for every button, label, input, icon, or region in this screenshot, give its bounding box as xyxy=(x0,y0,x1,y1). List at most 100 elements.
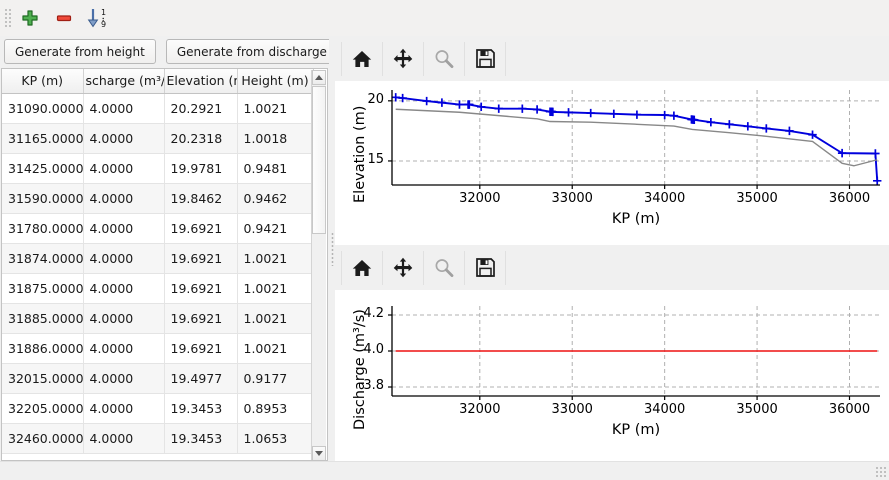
home-icon[interactable] xyxy=(341,250,383,285)
table-row[interactable]: 31425.0000 4.0000 19.9781 0.9481 xyxy=(2,153,314,184)
table-row[interactable]: 31090.0000 4.0000 20.2921 1.0021 xyxy=(2,93,314,124)
table-cell[interactable]: 32205.0000 xyxy=(2,393,84,424)
table-cell[interactable]: 31875.0000 xyxy=(2,273,84,304)
table-cell[interactable]: 1.0021 xyxy=(237,243,314,274)
discharge-plot-block: 32000 33000 34000 35000 36000 3.8 4.0 4.2 KP (m)… xyxy=(335,245,889,462)
table-cell[interactable]: 19.6921 xyxy=(164,213,238,244)
pan-icon[interactable] xyxy=(383,250,424,285)
table-cell[interactable]: 0.9481 xyxy=(237,153,314,184)
sort-descending-icon[interactable]: 1 9 xyxy=(81,3,115,33)
table-row[interactable]: 31886.0000 4.0000 19.6921 1.0021 xyxy=(2,333,314,364)
column-header-elevation[interactable]: Elevation (m) xyxy=(164,69,238,94)
table-row[interactable]: 31165.0000 4.0000 20.2318 1.0018 xyxy=(2,123,314,154)
data-point-marker xyxy=(476,102,486,112)
x-tick-label: 32000 xyxy=(459,402,501,417)
table-cell[interactable]: 1.0021 xyxy=(237,333,314,364)
table-cell[interactable]: 31886.0000 xyxy=(2,333,84,364)
table-cell[interactable]: 19.3453 xyxy=(164,393,238,424)
table-cell[interactable]: 31590.0000 xyxy=(2,183,84,214)
data-table-container[interactable]: KP (m) scharge (m³/ Elevation (m) Height… xyxy=(1,68,328,461)
data-point-marker xyxy=(586,108,595,118)
table-cell[interactable]: 4.0000 xyxy=(83,183,165,214)
panel-splitter[interactable] xyxy=(329,36,335,462)
table-cell[interactable]: 1.0021 xyxy=(237,303,314,334)
table-row[interactable]: 31875.0000 4.0000 19.6921 1.0021 xyxy=(2,273,314,304)
table-vertical-scrollbar[interactable] xyxy=(311,70,326,460)
table-cell[interactable]: 20.2921 xyxy=(164,93,238,124)
table-cell[interactable]: 0.8953 xyxy=(237,393,314,424)
column-header-kp[interactable]: KP (m) xyxy=(2,69,84,94)
scroll-down-arrow-icon[interactable] xyxy=(312,446,326,460)
table-cell[interactable]: 19.3453 xyxy=(164,423,238,454)
table-cell[interactable]: 19.6921 xyxy=(164,303,238,334)
generate-from-discharge-button[interactable]: Generate from discharge xyxy=(165,39,338,64)
table-cell[interactable]: 19.6921 xyxy=(164,273,238,304)
table-cell[interactable]: 4.0000 xyxy=(83,213,165,244)
table-row[interactable]: 31874.0000 4.0000 19.6921 1.0021 xyxy=(2,243,314,274)
generate-from-height-button[interactable]: Generate from height xyxy=(4,39,156,64)
save-icon[interactable] xyxy=(465,41,506,76)
table-cell[interactable]: 1.0021 xyxy=(237,273,314,304)
table-row[interactable]: 31590.0000 4.0000 19.8462 0.9462 xyxy=(2,183,314,214)
scrollbar-thumb[interactable] xyxy=(312,86,326,234)
table-cell[interactable]: 4.0000 xyxy=(83,243,165,274)
x-tick-label: 36000 xyxy=(828,191,871,206)
table-cell[interactable]: 19.9781 xyxy=(164,153,238,184)
table-cell[interactable]: 19.4977 xyxy=(164,363,238,394)
table-cell[interactable]: 0.9421 xyxy=(237,213,314,244)
y-tick-label: 3.8 xyxy=(363,378,384,393)
table-cell[interactable]: 4.0000 xyxy=(83,93,165,124)
home-icon[interactable] xyxy=(341,41,383,76)
data-point-marker xyxy=(743,122,753,131)
splitter-grip-icon xyxy=(330,232,334,266)
table-cell[interactable]: 4.0000 xyxy=(83,393,165,424)
zoom-icon[interactable] xyxy=(424,41,465,76)
table-cell[interactable]: 32015.0000 xyxy=(2,363,84,394)
table-cell[interactable]: 4.0000 xyxy=(83,273,165,304)
data-point-marker xyxy=(564,108,573,117)
table-cell[interactable]: 1.0018 xyxy=(237,123,314,154)
table-cell[interactable]: 0.9462 xyxy=(237,183,314,214)
table-cell[interactable]: 1.0653 xyxy=(237,423,314,454)
pan-icon[interactable] xyxy=(383,41,424,76)
table-cell[interactable]: 31165.0000 xyxy=(2,123,84,154)
table-cell[interactable]: 4.0000 xyxy=(83,333,165,364)
table-cell[interactable]: 31090.0000 xyxy=(2,93,84,124)
table-cell[interactable]: 4.0000 xyxy=(83,123,165,154)
table-cell[interactable]: 4.0000 xyxy=(83,303,165,334)
save-icon[interactable] xyxy=(465,250,506,285)
table-row[interactable]: 32205.0000 4.0000 19.3453 0.8953 xyxy=(2,393,314,424)
table-cell[interactable]: 19.6921 xyxy=(164,333,238,364)
table-cell[interactable]: 31885.0000 xyxy=(2,303,84,334)
window-resize-grip-icon[interactable] xyxy=(875,466,887,478)
table-cell[interactable]: 20.2318 xyxy=(164,123,238,154)
table-cell[interactable]: 4.0000 xyxy=(83,363,165,394)
add-row-icon[interactable] xyxy=(13,3,47,33)
table-row[interactable]: 31780.0000 4.0000 19.6921 0.9421 xyxy=(2,213,314,244)
table-cell[interactable]: 31425.0000 xyxy=(2,153,84,184)
table-row[interactable]: 32460.0000 4.0000 19.3453 1.0653 xyxy=(2,423,314,454)
column-header-height[interactable]: Height (m) xyxy=(237,69,314,94)
table-cell[interactable]: 4.0000 xyxy=(83,423,165,454)
table-cell[interactable]: 32460.0000 xyxy=(2,423,84,454)
toolbar-drag-handle[interactable] xyxy=(3,7,13,29)
zoom-icon[interactable] xyxy=(424,250,465,285)
table-panel: Generate from height Generate from disch… xyxy=(0,36,338,462)
table-row[interactable]: 31885.0000 4.0000 19.6921 1.0021 xyxy=(2,303,314,334)
table-cell[interactable]: 19.8462 xyxy=(164,183,238,214)
remove-row-icon[interactable] xyxy=(47,3,81,33)
y-axis-label: Elevation (m) xyxy=(352,105,368,203)
table-cell[interactable]: 19.6921 xyxy=(164,243,238,274)
elevation-chart-canvas[interactable]: 32000 33000 34000 35000 36000 15 20 KP (m) Eleva… xyxy=(335,81,889,245)
table-row[interactable]: 32015.0000 4.0000 19.4977 0.9177 xyxy=(2,363,314,394)
scroll-up-arrow-icon[interactable] xyxy=(312,70,326,85)
discharge-chart-svg xyxy=(388,306,880,400)
table-cell[interactable]: 0.9177 xyxy=(237,363,314,394)
discharge-chart-canvas[interactable]: 32000 33000 34000 35000 36000 3.8 4.0 4.2 KP (m)… xyxy=(335,290,889,462)
table-cell[interactable]: 4.0000 xyxy=(83,153,165,184)
table-cell[interactable]: 31780.0000 xyxy=(2,213,84,244)
table-cell[interactable]: 1.0021 xyxy=(237,93,314,124)
data-point-marker xyxy=(690,115,699,125)
column-header-discharge[interactable]: scharge (m³/ xyxy=(83,69,165,94)
table-cell[interactable]: 31874.0000 xyxy=(2,243,84,274)
